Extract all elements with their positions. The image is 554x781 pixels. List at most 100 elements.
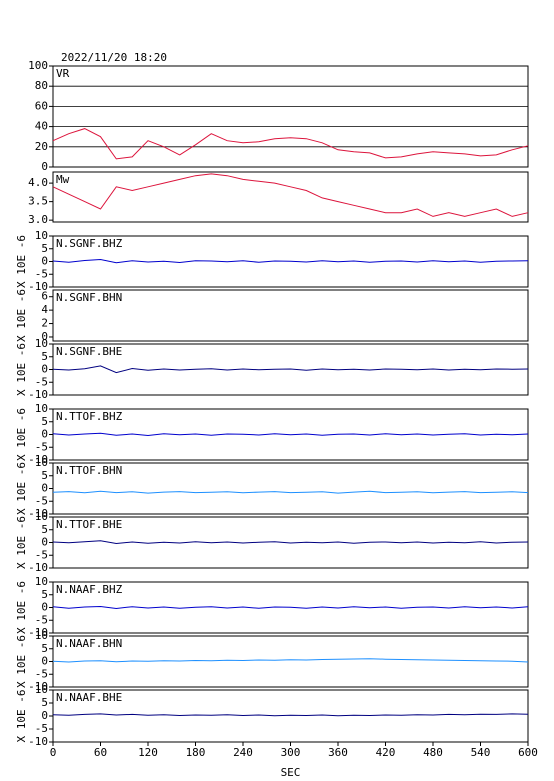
panel-frame: [52, 289, 529, 342]
data-line: [52, 258, 529, 264]
y-tick-label: -5: [35, 375, 48, 388]
y-axis-label: X 10E -6: [15, 462, 28, 515]
data-line: [52, 490, 529, 494]
x-axis-label: SEC: [281, 766, 301, 779]
y-tick-label: -5: [35, 548, 48, 561]
data-line: [52, 128, 529, 160]
x-tick-label: 60: [94, 746, 107, 759]
y-tick-label: 20: [35, 140, 48, 153]
x-tick-label: 480: [423, 746, 443, 759]
panel-label: Mw: [56, 173, 70, 186]
y-tick-label: 5: [41, 469, 48, 482]
data-line: [52, 658, 529, 663]
y-axis-label: X 10E -6: [15, 635, 28, 688]
y-tick-label: 5: [41, 242, 48, 255]
y-tick-label: -10: [28, 507, 48, 520]
y-tick-label: -5: [35, 267, 48, 280]
y-tick-label: 0: [41, 536, 48, 549]
y-tick-label: 3.0: [28, 213, 48, 226]
y-tick-label: 10: [35, 575, 48, 588]
data-line: [52, 173, 529, 217]
y-tick-label: 10: [35, 510, 48, 523]
y-axis-label: X 10E -6: [15, 235, 28, 288]
y-tick-label: 4: [41, 303, 48, 316]
y-tick-label: 0: [41, 655, 48, 668]
y-tick-label: 60: [35, 99, 48, 112]
panel-label: N.NAAF.BHE: [56, 691, 122, 704]
y-tick-label: 5: [41, 523, 48, 536]
y-tick-label: 0: [41, 482, 48, 495]
panel-frame: [52, 462, 529, 515]
y-tick-label: -10: [28, 453, 48, 466]
panel-label: N.NAAF.BHZ: [56, 583, 123, 596]
data-line: [52, 713, 529, 717]
x-tick-label: 540: [471, 746, 491, 759]
y-tick-label: -10: [28, 280, 48, 293]
y-tick-label: 5: [41, 588, 48, 601]
x-tick-label: 600: [518, 746, 538, 759]
y-tick-label: 10: [35, 337, 48, 350]
y-tick-label: 0: [41, 255, 48, 268]
data-line: [52, 605, 529, 610]
y-tick-label: 3.5: [28, 195, 48, 208]
y-tick-label: 10: [35, 229, 48, 242]
panel-label: N.SGNF.BHE: [56, 345, 122, 358]
y-tick-label: -5: [35, 613, 48, 626]
y-axis-label: X 10E -6: [15, 516, 28, 569]
panel-label: N.SGNF.BHZ: [56, 237, 123, 250]
y-tick-label: 4.0: [28, 176, 48, 189]
y-tick-label: 10: [35, 456, 48, 469]
y-axis-label: X 10E -6: [15, 581, 28, 634]
y-tick-label: -5: [35, 494, 48, 507]
y-tick-label: 0: [41, 363, 48, 376]
y-axis-label: X 10E -6: [15, 343, 28, 396]
chart-title: 2022/11/20 18:20: [61, 51, 167, 64]
y-tick-label: -10: [28, 561, 48, 574]
panel-label: VR: [56, 67, 70, 80]
panel-label: N.NAAF.BHN: [56, 637, 122, 650]
panel-label: N.TTOF.BHN: [56, 464, 122, 477]
y-tick-label: -5: [35, 440, 48, 453]
x-tick-label: 180: [186, 746, 206, 759]
data-line: [52, 432, 529, 437]
y-tick-label: -10: [28, 680, 48, 693]
x-tick-label: 0: [50, 746, 57, 759]
y-tick-label: 10: [35, 402, 48, 415]
y-axis-label: X 10E -6: [15, 289, 28, 342]
y-tick-label: 100: [28, 59, 48, 72]
panel-frame: [52, 689, 529, 743]
y-tick-label: -10: [28, 626, 48, 639]
y-tick-label: 0: [41, 330, 48, 343]
y-tick-label: 40: [35, 120, 48, 133]
y-tick-label: 10: [35, 683, 48, 696]
x-tick-label: 120: [138, 746, 158, 759]
x-tick-label: 240: [233, 746, 253, 759]
panel-frame: [52, 65, 529, 168]
y-tick-label: 0: [41, 709, 48, 722]
x-tick-label: 420: [376, 746, 396, 759]
y-tick-label: -5: [35, 667, 48, 680]
y-tick-label: 0: [41, 160, 48, 173]
y-tick-label: 6: [41, 290, 48, 303]
y-tick-label: 80: [35, 79, 48, 92]
y-tick-label: 0: [41, 601, 48, 614]
y-tick-label: -10: [28, 388, 48, 401]
panel-frame: [52, 171, 529, 223]
data-line: [52, 540, 529, 545]
panel-label: N.TTOF.BHZ: [56, 410, 123, 423]
y-tick-label: 2: [41, 317, 48, 330]
y-axis-label: X 10E -6: [15, 690, 28, 743]
y-tick-label: 10: [35, 629, 48, 642]
y-tick-label: -5: [35, 722, 48, 735]
x-tick-label: 300: [281, 746, 301, 759]
y-axis-label: X 10E -6: [15, 408, 28, 461]
y-tick-label: 0: [41, 428, 48, 441]
y-tick-label: 5: [41, 350, 48, 363]
y-tick-label: 5: [41, 642, 48, 655]
panel-label: N.SGNF.BHN: [56, 291, 122, 304]
y-tick-label: -10: [28, 735, 48, 748]
y-tick-label: 5: [41, 696, 48, 709]
data-line: [52, 365, 529, 374]
x-tick-label: 360: [328, 746, 348, 759]
